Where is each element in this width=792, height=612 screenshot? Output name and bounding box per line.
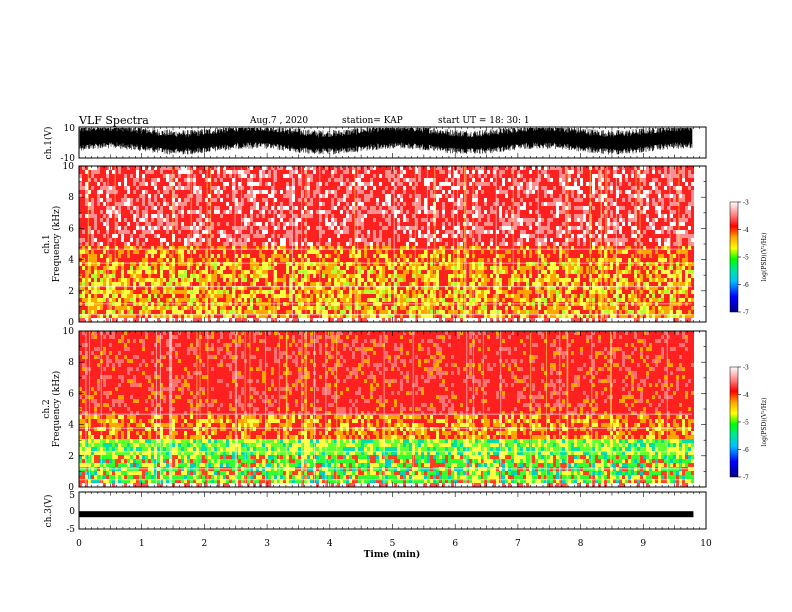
ch1-colorbar-tick-label: -5 [743,255,749,262]
x-tick-label: 4 [327,539,333,549]
ch2-spectrogram-cells [79,331,694,487]
ch1-colorbar: -3 -4 -5 -6 -7 log(PSD)(V²/Hz) [729,200,768,317]
ch3-ytick-mid: 0 [69,507,75,517]
x-tick-label: 3 [264,539,270,549]
ch2-colorbar-label: log(PSD)(V²/Hz) [761,398,768,447]
ch1-ytick-top: 10 [64,124,76,134]
ch3-ytick-top: 5 [69,491,75,501]
ch2-spectrogram-panel: 0 2 4 6 8 10 ch.2 Frequency (kHz) [42,327,707,493]
ch1-spec-ytick-label: 4 [68,256,74,266]
ch2-spec-ytick-label: 6 [68,389,74,399]
ch3-trace-ylabel: ch.3(V) [43,495,54,528]
ch2-spectrogram-ylabel-channel: ch.2 [42,399,52,418]
ch2-colorbar-tick-label: -6 [743,447,749,454]
ch1-colorbar-tick-label: -7 [743,310,749,317]
ch3-trace-panel: ch.3(V) 5 0 -5 0 1 2 3 4 5 6 7 8 9 10 Time (min) [43,491,712,560]
ch1-spec-ytick-label: 6 [68,224,74,234]
x-tick-label: 2 [202,539,208,549]
ch1-colorbar-gradient [729,201,739,313]
ch1-waveform-trace [79,128,693,155]
station-label: station= KAP [342,116,403,126]
start-time-label: start UT = 18: 30: 1 [438,116,530,126]
ch2-colorbar-tick-label: -4 [743,392,749,399]
ch1-spec-ytick-label: 0 [68,318,74,328]
ch2-spec-ytick-label: 2 [68,452,74,462]
ch3-ytick-bottom: -5 [66,525,75,535]
x-tick-label: 9 [640,539,646,549]
ch1-spectrogram-ylabel-channel: ch.1 [42,234,52,253]
ch1-waveform-ylabel: ch.1(V) [43,127,54,160]
figure-title: VLF Spectra [79,114,149,127]
ch2-spec-ytick-label: 10 [63,327,75,337]
ch1-colorbar-label: log(PSD)(V²/Hz) [761,233,768,282]
ch1-waveform-panel: ch.1(V) 10 -10 [43,124,707,164]
ch3-trace-frame [78,491,707,530]
x-tick-label: 10 [700,539,712,549]
ch2-spectrogram-ylabel-freq: Frequency (kHz) [51,371,62,448]
x-tick-label: 1 [139,539,145,549]
ch1-colorbar-tick-label: -4 [743,227,749,234]
ch2-spec-ytick-label: 8 [68,358,74,368]
ch1-spectrogram-ylabel-freq: Frequency (kHz) [51,206,62,283]
ch1-colorbar-tick-label: -6 [743,282,749,289]
date-label: Aug.7 , 2020 [250,116,309,126]
ch1-spec-ytick-label: 10 [63,162,75,172]
ch1-spec-ytick-label: 8 [68,193,74,203]
ch2-colorbar-tick-label: -3 [743,365,749,372]
ch3-trace-line [79,511,694,518]
ch2-colorbar-gradient [729,366,739,478]
ch1-colorbar-tick-label: -3 [743,200,749,207]
x-tick-label: 7 [515,539,521,549]
x-tick-label: 0 [76,539,82,549]
x-tick-label: 8 [578,539,584,549]
ch2-spec-ytick-label: 0 [68,483,74,493]
x-tick-label: 6 [452,539,458,549]
ch1-spectrogram-cells [79,166,694,322]
x-tick-label: 5 [390,539,396,549]
ch2-colorbar: -3 -4 -5 -6 -7 log(PSD)(V²/Hz) [729,365,768,482]
ch2-spec-ytick-label: 4 [68,421,74,431]
ch1-spectrogram-panel: 0 2 4 6 8 10 ch.1 Frequency (kHz) [42,162,707,328]
x-axis-label: Time (min) [364,549,421,560]
ch2-colorbar-tick-label: -7 [743,475,749,482]
ch2-colorbar-tick-label: -5 [743,420,749,427]
ch1-spec-ytick-label: 2 [68,287,74,297]
ch1-ytick-bottom: -10 [61,154,76,164]
